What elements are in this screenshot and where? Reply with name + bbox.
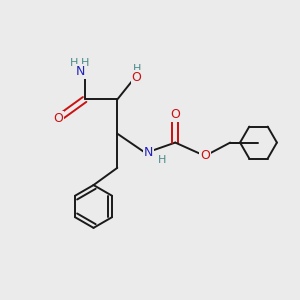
Text: N: N <box>144 146 153 160</box>
Text: H: H <box>70 58 78 68</box>
Text: O: O <box>132 71 142 84</box>
Text: O: O <box>170 108 180 121</box>
Text: N: N <box>76 65 85 78</box>
Text: O: O <box>200 149 210 162</box>
Text: H: H <box>158 155 166 165</box>
Text: O: O <box>53 112 63 125</box>
Text: H: H <box>80 58 89 68</box>
Text: H: H <box>132 64 141 74</box>
